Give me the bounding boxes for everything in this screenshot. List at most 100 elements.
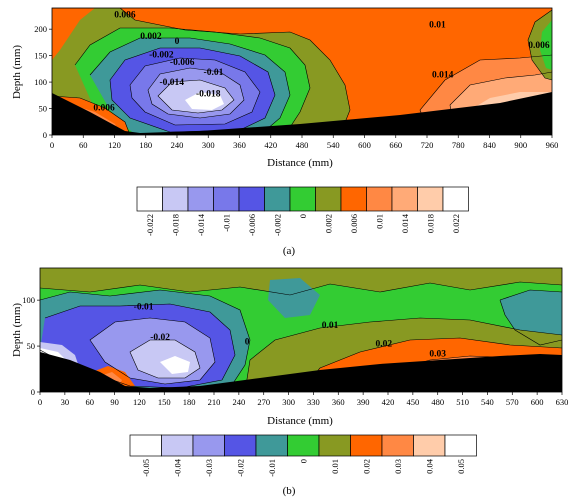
x-tick-label: 240 <box>232 397 245 407</box>
x-tick-label: 240 <box>171 140 184 150</box>
colorbar-level-label: -0.022 <box>145 214 155 236</box>
panel-a-y-axis: 0 50 100 150 200 <box>34 24 52 140</box>
x-tick-label: 180 <box>139 140 152 150</box>
y-tick-label: 100 <box>22 295 35 305</box>
colorbar-swatch <box>340 186 367 212</box>
x-tick-label: 330 <box>307 397 320 407</box>
x-tick-label: 960 <box>546 140 559 150</box>
panel-a-x-label: Distance (mm) <box>267 157 333 169</box>
colorbar-level-label: -0.05 <box>141 459 151 477</box>
colorbar-level-label: -0.04 <box>172 458 182 476</box>
colorbar-swatch <box>264 186 291 212</box>
colorbar-level-label: 0.014 <box>400 213 410 233</box>
contour-label: 0.006 <box>93 103 115 113</box>
panel-a-contour-lines <box>52 8 552 135</box>
contour-label: 0.01 <box>322 321 339 331</box>
x-tick-label: 0 <box>50 140 54 150</box>
colorbar-swatch <box>224 434 257 457</box>
contour-label: 0.002 <box>140 32 162 42</box>
x-tick-label: 270 <box>257 397 270 407</box>
y-tick-label: 100 <box>34 77 47 87</box>
contour-label: 0.006 <box>114 10 136 20</box>
x-tick-label: 90 <box>110 397 119 407</box>
x-tick-label: 420 <box>382 397 395 407</box>
contour-label: -0.002 <box>149 51 174 61</box>
x-tick-label: 840 <box>483 140 496 150</box>
colorbar-level-label: -0.02 <box>235 459 245 477</box>
colorbar-swatch <box>391 186 418 212</box>
colorbar-level-label: -0.014 <box>196 213 206 236</box>
x-tick-label: 600 <box>531 397 544 407</box>
y-tick-label: 0 <box>43 130 47 140</box>
y-tick-label: 150 <box>34 51 47 61</box>
x-tick-label: 30 <box>61 397 70 407</box>
colorbar-level-label: 0.05 <box>456 459 466 474</box>
colorbar-level-label: -0.002 <box>272 214 282 236</box>
colorbar-swatch <box>287 434 320 457</box>
panel-a-colorbar: -0.022 -0.018 -0.014 -0.01 -0.006 -0.002 0 0.00… <box>136 186 469 236</box>
colorbar-level-label: 0 <box>298 214 308 218</box>
colorbar-swatch <box>162 186 189 212</box>
colorbar-level-label: -0.006 <box>247 214 257 236</box>
contour-label: -0.01 <box>134 303 154 313</box>
contour-label: -0.014 <box>160 78 185 88</box>
x-tick-label: 570 <box>506 397 519 407</box>
colorbar-swatch <box>315 186 342 212</box>
x-tick-label: 450 <box>406 397 419 407</box>
panel-b-frame <box>39 267 563 393</box>
panel-b-ground-profile <box>40 352 562 392</box>
panel-a-contour-labels: 0.006 0.002 0-0.002-0.006 -0.01 -0.014 -0.018… <box>93 10 550 113</box>
contour-label: 0.03 <box>429 349 446 359</box>
contour-label: -0.018 <box>196 90 221 100</box>
y-tick-label: 50 <box>27 341 36 351</box>
y-tick-label: 50 <box>39 104 48 114</box>
panel-a: 0 60 120 180 240 300 360 420 480 540 600 660 720 780 8… <box>11 7 559 257</box>
x-tick-label: 360 <box>233 140 246 150</box>
colorbar-level-label: -0.01 <box>221 214 231 232</box>
x-tick-label: 150 <box>158 397 171 407</box>
x-tick-label: 210 <box>208 397 221 407</box>
colorbar-swatch <box>442 186 469 212</box>
colorbar-swatch <box>187 186 214 212</box>
panel-b-x-label: Distance (mm) <box>267 415 333 427</box>
x-tick-label: 300 <box>202 140 215 150</box>
colorbar-level-label: -0.01 <box>267 459 277 477</box>
colorbar-swatch <box>381 434 414 457</box>
colorbar-swatch <box>444 434 477 457</box>
panel-a-x-axis: 0 60 120 180 240 300 360 420 480 540 600 660 720 780 8… <box>50 135 559 150</box>
panel-a-y-label: Depth (mm) <box>11 45 23 99</box>
x-tick-label: 120 <box>133 397 146 407</box>
colorbar-swatch <box>413 434 446 457</box>
panel-b-contour-labels: -0.01 -0.02 0 0.01 0.02 0.03 <box>134 303 447 360</box>
contour-label: -0.02 <box>150 333 170 343</box>
colorbar-swatch <box>255 434 288 457</box>
panel-b-contour-lines <box>40 281 562 392</box>
x-tick-label: 660 <box>389 140 402 150</box>
panel-b-caption: (b) <box>283 485 296 497</box>
x-tick-label: 360 <box>332 397 345 407</box>
contour-label: 0 <box>245 337 250 347</box>
x-tick-label: 540 <box>481 397 494 407</box>
colorbar-level-label: 0.022 <box>451 214 461 233</box>
panel-b-x-axis: 0 30 60 90 120 150 180 210 240 270 300 330 360 390 420… <box>38 392 569 407</box>
panel-b-colorbar: -0.05 -0.04 -0.03 -0.02 -0.01 0 0.01 0.02 0.03 0.… <box>129 434 477 477</box>
panel-b: 0 30 60 90 120 150 180 210 240 270 300 330 360 390 420… <box>11 267 569 497</box>
contour-label: 0 <box>175 37 180 47</box>
colorbar-level-label: 0 <box>298 459 308 463</box>
panel-a-caption: (a) <box>283 245 296 257</box>
y-tick-label: 0 <box>31 387 35 397</box>
x-tick-label: 390 <box>357 397 370 407</box>
x-tick-label: 510 <box>456 397 469 407</box>
colorbar-swatch <box>136 186 163 212</box>
colorbar-level-label: 0.018 <box>425 214 435 233</box>
x-tick-label: 480 <box>296 140 309 150</box>
x-tick-label: 630 <box>556 397 569 407</box>
panel-a-contour-fill <box>52 8 552 135</box>
colorbar-level-label: 0.006 <box>349 214 359 233</box>
contour-label: -0.006 <box>170 58 195 68</box>
colorbar-level-label: 0.002 <box>323 214 333 233</box>
colorbar-level-label: 0.02 <box>361 459 371 474</box>
y-tick-label: 200 <box>34 24 47 34</box>
colorbar-swatch <box>366 186 393 212</box>
